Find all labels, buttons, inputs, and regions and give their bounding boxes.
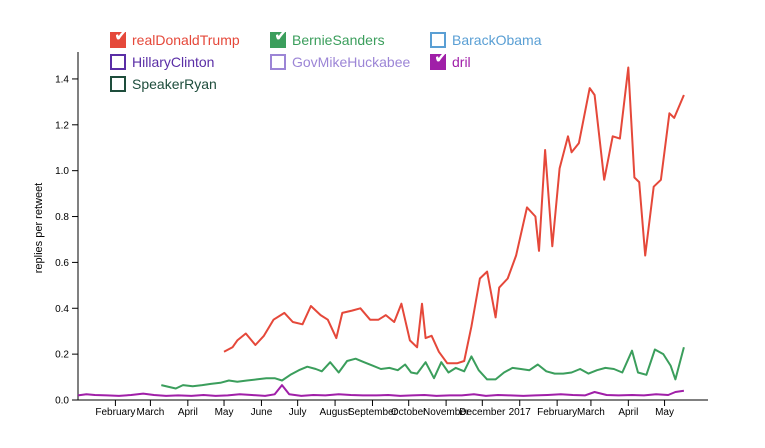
y-tick-label: 1.2 [55,120,69,131]
x-tick-label: April [178,407,198,418]
checkbox-checked-icon[interactable]: ✔ [270,28,288,48]
legend-item-HillaryClinton[interactable]: ✔ HillaryClinton [110,54,214,70]
y-tick-label: 0.8 [55,212,69,223]
legend-item-SpeakerRyan[interactable]: ✔ SpeakerRyan [110,76,217,92]
checkbox-checked-icon[interactable]: ✔ [110,28,128,48]
checkmark-icon: ✔ [114,26,129,46]
legend-label: realDonaldTrump [132,32,240,48]
y-axis-label: replies per retweet [33,183,45,274]
x-tick-label: May [655,407,674,418]
legend-label: GovMikeHuckabee [292,54,411,70]
x-tick-label: March [577,407,605,418]
x-tick-label: June [251,407,273,418]
x-tick-label: February [537,407,577,418]
legend-item-dril[interactable]: ✔ dril [430,50,471,70]
y-tick-label: 0.0 [55,396,69,407]
checkbox-unchecked-icon[interactable]: ✔ [430,32,446,48]
checkmark-icon: ✔ [274,26,289,46]
series-line-realDonaldTrump [223,66,685,365]
x-tick-label: March [137,407,165,418]
x-tick-label: December [459,407,506,418]
x-tick-label: 2017 [509,407,532,418]
x-tick-label: May [215,407,234,418]
legend-item-BarackObama[interactable]: ✔ BarackObama [430,32,541,48]
legend: ✔realDonaldTrump✔BernieSanders✔BarackOba… [0,0,765,100]
checkbox-unchecked-icon[interactable]: ✔ [110,54,126,70]
x-tick-label: April [618,407,638,418]
x-tick-label: October [391,407,427,418]
checkbox-unchecked-icon[interactable]: ✔ [270,54,286,70]
y-tick-label: 1.4 [55,74,69,85]
legend-label: dril [452,54,471,70]
legend-label: SpeakerRyan [132,76,217,92]
legend-label: BarackObama [452,32,542,48]
checkbox-unchecked-icon[interactable]: ✔ [110,76,126,92]
series-lines [77,66,685,397]
y-tick-label: 0.4 [55,304,69,315]
legend-label: HillaryClinton [132,54,215,70]
legend-item-BernieSanders[interactable]: ✔ BernieSanders [270,28,385,48]
series-line-BernieSanders [161,347,685,390]
y-tick-label: 0.6 [55,258,69,269]
x-tick-label: September [348,407,398,418]
checkmark-icon: ✔ [434,48,449,68]
legend-label: BernieSanders [292,32,385,48]
y-tick-label: 0.2 [55,350,69,361]
series-line-dril [77,384,685,397]
x-tick-label: February [95,407,135,418]
legend-item-realDonaldTrump[interactable]: ✔ realDonaldTrump [110,28,240,48]
x-tick-label: November [423,407,470,418]
x-tick-label: August [319,407,350,418]
legend-item-GovMikeHuckabee[interactable]: ✔ GovMikeHuckabee [270,54,410,70]
y-tick-label: 1.0 [55,166,69,177]
checkbox-checked-icon[interactable]: ✔ [430,50,448,70]
x-tick-label: July [289,407,307,418]
